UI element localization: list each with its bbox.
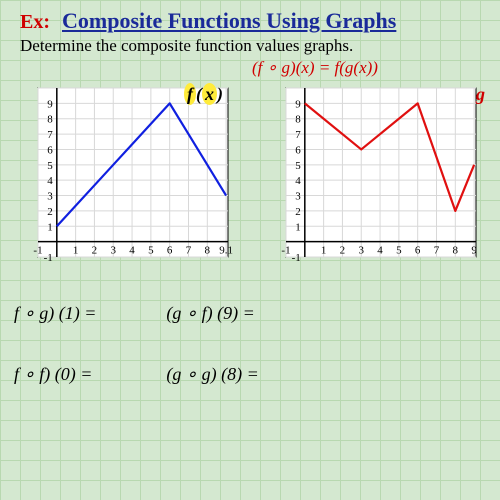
svg-text:6: 6 bbox=[295, 144, 301, 156]
chart-f-label: f(x) bbox=[184, 84, 223, 105]
chart-g-label: g bbox=[476, 84, 485, 105]
svg-text:7: 7 bbox=[47, 129, 53, 141]
svg-text:2: 2 bbox=[295, 206, 301, 218]
chart-f: -1123456789.1-1123456789 bbox=[14, 82, 234, 277]
svg-text:-1: -1 bbox=[281, 245, 290, 257]
svg-text:5: 5 bbox=[295, 160, 301, 172]
svg-text:8: 8 bbox=[47, 114, 53, 126]
svg-text:4: 4 bbox=[377, 245, 383, 257]
svg-text:6: 6 bbox=[415, 245, 421, 257]
svg-text:8: 8 bbox=[205, 245, 211, 257]
chart-f-container: f(x) -1123456789.1-1123456789 bbox=[14, 82, 234, 277]
svg-text:5: 5 bbox=[47, 160, 53, 172]
subtitle: Determine the composite function values … bbox=[20, 36, 500, 56]
svg-text:9: 9 bbox=[295, 98, 301, 110]
svg-text:4: 4 bbox=[295, 175, 301, 187]
svg-text:1: 1 bbox=[321, 245, 327, 257]
page-title: Composite Functions Using Graphs bbox=[62, 8, 396, 34]
example-label: Ex: bbox=[20, 11, 50, 34]
svg-text:9.1: 9.1 bbox=[219, 245, 233, 257]
svg-text:4: 4 bbox=[47, 175, 53, 187]
svg-text:9: 9 bbox=[47, 98, 53, 110]
svg-text:3: 3 bbox=[47, 191, 53, 203]
svg-text:5: 5 bbox=[148, 245, 154, 257]
svg-text:7: 7 bbox=[295, 129, 301, 141]
question-gf9: (g ∘ f) (9) = bbox=[166, 303, 258, 324]
question-gg8: (g ∘ g) (8) = bbox=[166, 364, 258, 385]
svg-text:9: 9 bbox=[471, 245, 477, 257]
svg-text:2: 2 bbox=[92, 245, 98, 257]
chart-g-container: g -1123456789-1123456789 bbox=[262, 82, 482, 277]
svg-text:1: 1 bbox=[295, 221, 301, 233]
svg-text:7: 7 bbox=[434, 245, 440, 257]
svg-text:1: 1 bbox=[73, 245, 79, 257]
svg-text:7: 7 bbox=[186, 245, 192, 257]
svg-text:-1: -1 bbox=[292, 252, 301, 264]
question-ff0: f ∘ f) (0) = bbox=[14, 364, 96, 385]
chart-g: -1123456789-1123456789 bbox=[262, 82, 482, 277]
question-fg1: f ∘ g) (1) = bbox=[14, 303, 96, 324]
questions-right: (g ∘ f) (9) = (g ∘ g) (8) = bbox=[166, 303, 258, 385]
svg-text:1: 1 bbox=[47, 221, 53, 233]
svg-text:3: 3 bbox=[110, 245, 116, 257]
svg-text:-1: -1 bbox=[33, 245, 42, 257]
svg-text:6: 6 bbox=[167, 245, 173, 257]
svg-text:8: 8 bbox=[453, 245, 459, 257]
svg-text:8: 8 bbox=[295, 114, 301, 126]
formula: (f ∘ g)(x) = f(g(x)) bbox=[130, 58, 500, 78]
svg-text:2: 2 bbox=[340, 245, 346, 257]
questions-left: f ∘ g) (1) = f ∘ f) (0) = bbox=[14, 303, 96, 385]
svg-text:6: 6 bbox=[47, 144, 53, 156]
svg-text:-1: -1 bbox=[44, 252, 53, 264]
svg-text:2: 2 bbox=[47, 206, 53, 218]
svg-text:3: 3 bbox=[358, 245, 364, 257]
svg-text:5: 5 bbox=[396, 245, 402, 257]
svg-text:4: 4 bbox=[129, 245, 135, 257]
svg-text:3: 3 bbox=[295, 191, 301, 203]
